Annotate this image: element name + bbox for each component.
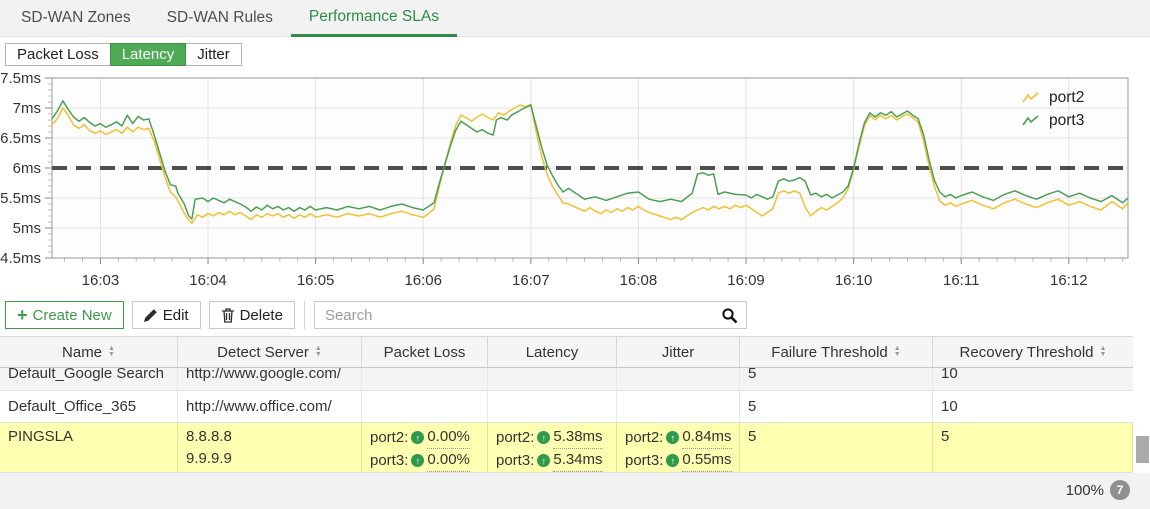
column-header-packet-loss: Packet Loss	[362, 337, 488, 367]
table-scroll-gutter	[1133, 336, 1150, 473]
latency-cell: port2: ↑ 5.38ms port3: ↑ 5.34ms	[488, 423, 617, 472]
svg-text:16:11: 16:11	[943, 272, 979, 289]
svg-text:6ms: 6ms	[13, 160, 41, 177]
latency-chart: 4.5ms 5ms 5.5ms 6ms 6.5ms 7ms 7.5ms 16:03 16:04 1…	[0, 70, 1150, 300]
sla-name: Default_Google Search	[8, 368, 164, 382]
trash-icon	[221, 307, 234, 323]
column-header-jitter: Jitter	[617, 337, 740, 367]
svg-text:4.5ms: 4.5ms	[0, 250, 41, 267]
legend-item-port2[interactable]: port2	[1022, 86, 1084, 109]
create-new-label: Create New	[32, 306, 112, 324]
svg-text:16:12: 16:12	[1050, 272, 1088, 289]
sort-icon: ▲ ▼	[1099, 345, 1107, 358]
table-body: Default_Google Search http://www.google.…	[0, 368, 1133, 473]
svg-text:5ms: 5ms	[13, 220, 41, 237]
legend-label: port2	[1049, 88, 1085, 106]
sort-icon: ▲ ▼	[893, 345, 901, 358]
svg-text:16:04: 16:04	[189, 272, 227, 289]
svg-text:16:06: 16:06	[404, 272, 442, 289]
up-arrow-icon: ↑	[537, 431, 551, 444]
zoom-level: 100%	[1065, 482, 1104, 499]
column-header-failure-threshold[interactable]: Failure Threshold ▲ ▼	[740, 337, 933, 367]
jitter-cell: port2: ↑ 0.84ms port3: ↑ 0.55ms	[617, 423, 740, 472]
detect-server: 8.8.8.8 9.9.9.9	[178, 423, 362, 472]
tab-sdwan-zones[interactable]: SD-WAN Zones	[21, 9, 131, 26]
metric-tab-jitter[interactable]: Jitter	[185, 43, 242, 66]
up-arrow-icon: ↑	[411, 431, 425, 444]
search-icon	[722, 307, 738, 323]
failure-threshold: 5	[740, 423, 933, 472]
pencil-icon	[143, 309, 157, 322]
up-arrow-icon: ↑	[411, 454, 425, 467]
search-button[interactable]	[714, 302, 746, 328]
table-row-pingsla[interactable]: PINGSLA 8.8.8.8 9.9.9.9 port2: ↑ 0.00% por…	[0, 423, 1133, 473]
legend-line-icon	[1022, 91, 1039, 102]
legend-item-port3[interactable]: port3	[1022, 109, 1084, 132]
up-arrow-icon: ↑	[666, 454, 680, 467]
delete-label: Delete	[239, 306, 283, 324]
legend-line-icon	[1022, 114, 1039, 125]
table-row-default-google-search[interactable]: Default_Google Search http://www.google.…	[0, 368, 1133, 391]
vertical-scrollbar-thumb[interactable]	[1136, 436, 1149, 463]
search-box	[313, 301, 747, 329]
edit-label: Edit	[162, 306, 189, 324]
column-header-latency: Latency	[488, 337, 617, 367]
recovery-threshold: 10	[941, 368, 958, 382]
svg-text:7.5ms: 7.5ms	[0, 70, 41, 87]
table-header: Name ▲ ▼ Detect Server ▲ ▼ Packet Loss Lat…	[0, 336, 1133, 368]
failure-threshold: 5	[740, 391, 933, 422]
sla-name: Default_Office_365	[0, 391, 178, 422]
up-arrow-icon: ↑	[537, 454, 551, 467]
top-tab-bar: SD-WAN Zones SD-WAN Rules Performance SL…	[0, 0, 1150, 37]
svg-text:5.5ms: 5.5ms	[0, 190, 41, 207]
table-toolbar: + Create New Edit Delete	[5, 301, 1145, 329]
column-header-name[interactable]: Name ▲ ▼	[0, 337, 178, 367]
svg-text:16:09: 16:09	[727, 272, 765, 289]
footer-bar: 100% 7	[0, 473, 1150, 509]
recovery-threshold: 5	[933, 423, 1133, 472]
up-arrow-icon: ↑	[666, 431, 680, 444]
column-header-recovery-threshold[interactable]: Recovery Threshold ▲ ▼	[959, 343, 1107, 361]
latency-chart-canvas: 4.5ms 5ms 5.5ms 6ms 6.5ms 7ms 7.5ms 16:03 16:04 1…	[0, 70, 1129, 289]
sort-icon: ▲ ▼	[314, 345, 322, 358]
table-row-default-office-365[interactable]: Default_Office_365 http://www.office.com…	[0, 391, 1133, 423]
sla-name: PINGSLA	[0, 423, 178, 472]
svg-text:16:10: 16:10	[835, 272, 873, 289]
tab-sdwan-rules[interactable]: SD-WAN Rules	[166, 9, 273, 26]
svg-text:16:08: 16:08	[620, 272, 658, 289]
sort-icon: ▲ ▼	[108, 345, 115, 358]
recovery-threshold: 10	[941, 398, 958, 415]
tab-performance-slas[interactable]: Performance SLAs	[290, 0, 457, 37]
create-new-button[interactable]: + Create New	[5, 301, 124, 329]
detect-server: http://www.google.com/	[186, 368, 342, 382]
plus-icon: +	[17, 305, 28, 325]
svg-text:7ms: 7ms	[13, 100, 41, 117]
chart-legend: port2 port3	[1022, 86, 1084, 132]
packet-loss-cell: port2: ↑ 0.00% port3: ↑ 0.00%	[362, 423, 488, 472]
delete-button[interactable]: Delete	[208, 301, 295, 329]
svg-text:16:07: 16:07	[512, 272, 550, 289]
search-input[interactable]	[314, 302, 714, 328]
metric-tab-packet-loss[interactable]: Packet Loss	[5, 43, 111, 66]
legend-label: port3	[1049, 111, 1085, 129]
svg-text:16:05: 16:05	[297, 272, 335, 289]
metric-toggle-group: Packet Loss Latency Jitter	[5, 43, 242, 66]
detect-server: http://www.office.com/	[178, 391, 362, 422]
column-header-detect-server[interactable]: Detect Server ▲ ▼	[178, 337, 362, 367]
svg-text:6.5ms: 6.5ms	[0, 130, 41, 147]
metric-tab-latency[interactable]: Latency	[109, 43, 187, 66]
svg-text:16:03: 16:03	[82, 272, 120, 289]
notification-badge[interactable]: 7	[1110, 480, 1130, 500]
failure-threshold: 5	[748, 368, 757, 382]
edit-button[interactable]: Edit	[131, 301, 201, 329]
toolbar-divider	[303, 301, 305, 329]
